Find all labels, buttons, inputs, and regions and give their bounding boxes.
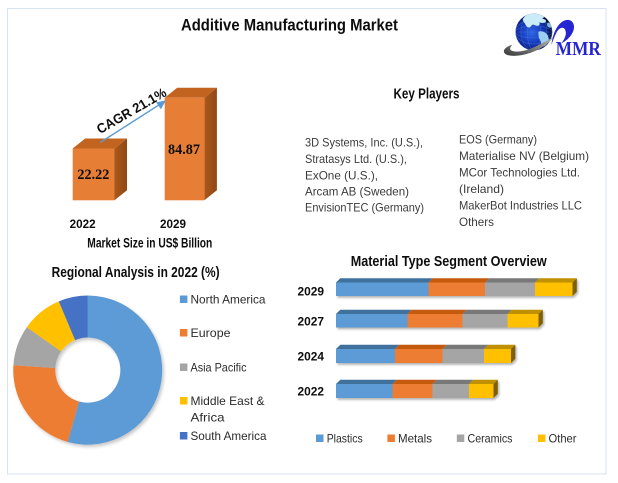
- svg-text:Market Size in US$ Billion: Market Size in US$ Billion: [87, 235, 212, 251]
- svg-text:Key Players: Key Players: [394, 86, 460, 102]
- svg-text:2024: 2024: [298, 350, 325, 364]
- svg-text:ExOne (U.S.),: ExOne (U.S.),: [305, 169, 378, 183]
- svg-text:EOS (Germany): EOS (Germany): [459, 133, 537, 147]
- svg-text:2022: 2022: [70, 217, 96, 231]
- svg-text:Metals: Metals: [398, 431, 432, 445]
- svg-text:Ceramics: Ceramics: [468, 431, 513, 445]
- svg-text:2027: 2027: [298, 315, 325, 329]
- svg-text:(Ireland): (Ireland): [459, 182, 504, 196]
- svg-text:Material Type Segment Overview: Material Type Segment Overview: [351, 254, 547, 270]
- svg-text:Stratasys Ltd. (U.S.),: Stratasys Ltd. (U.S.),: [305, 152, 407, 166]
- svg-text:Additive Manufacturing Market: Additive Manufacturing Market: [181, 17, 398, 35]
- svg-text:CAGR 21.1%: CAGR 21.1%: [94, 85, 169, 137]
- svg-text:2029: 2029: [298, 285, 325, 299]
- svg-text:3D Systems, Inc. (U.S.),: 3D Systems, Inc. (U.S.),: [305, 136, 423, 150]
- svg-text:MakerBot Industries LLC: MakerBot Industries LLC: [459, 199, 582, 213]
- svg-text:Regional Analysis in 2022 (%): Regional Analysis in 2022 (%): [52, 265, 220, 281]
- svg-text:Materialise NV (Belgium): Materialise NV (Belgium): [459, 149, 589, 163]
- svg-text:Asia Pacific: Asia Pacific: [191, 360, 247, 374]
- svg-text:Africa: Africa: [191, 410, 225, 424]
- svg-text:South America: South America: [191, 429, 267, 443]
- svg-text:Arcam AB (Sweden): Arcam AB (Sweden): [305, 185, 409, 199]
- svg-text:Others: Others: [459, 215, 494, 229]
- svg-text:Middle East &: Middle East &: [191, 394, 265, 408]
- svg-text:North America: North America: [191, 292, 266, 306]
- svg-text:Other: Other: [549, 431, 577, 445]
- svg-text:84.87: 84.87: [168, 142, 200, 158]
- svg-text:2029: 2029: [160, 217, 186, 231]
- svg-text:Plastics: Plastics: [327, 431, 363, 445]
- svg-text:22.22: 22.22: [77, 167, 109, 183]
- svg-text:MMR: MMR: [556, 39, 602, 60]
- svg-text:Europe: Europe: [191, 326, 231, 340]
- svg-text:MCor Technologies Ltd.: MCor Technologies Ltd.: [459, 166, 580, 180]
- svg-text:EnvisionTEC (Germany): EnvisionTEC (Germany): [305, 201, 424, 215]
- svg-text:2022: 2022: [298, 385, 325, 399]
